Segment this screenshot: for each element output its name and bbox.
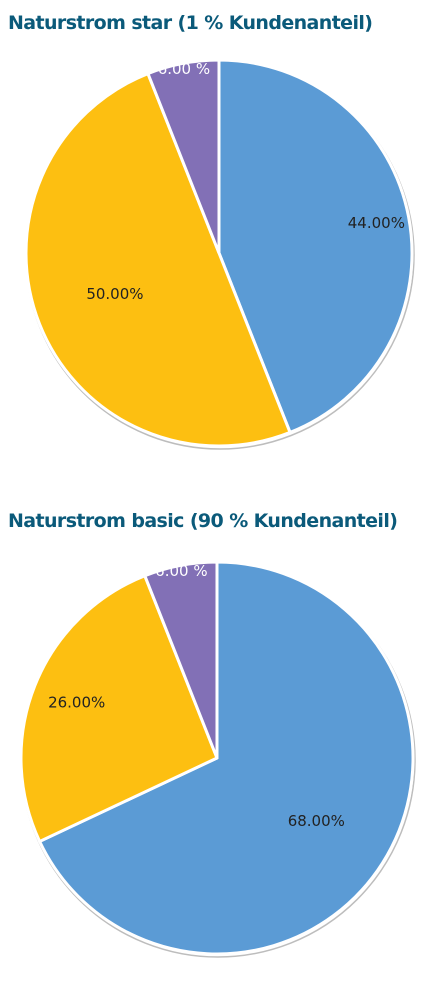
pie-slice-star-0 — [217, 58, 414, 434]
pie-slice-basic-2 — [143, 560, 219, 760]
chart-title-star: Naturstrom star (1 % Kundenanteil) — [8, 12, 373, 34]
pie-slice-star-1 — [24, 72, 292, 448]
pie-slice-star-2 — [146, 58, 221, 255]
pie-chart-star: 44.00% 50.00% 6.00 % Naturstrom star (1 % … — [0, 0, 440, 470]
pie-chart-basic-plot: 68.00% 26.00% 6.00 % — [19, 560, 416, 958]
slice-label-star-2: 6.00 % — [158, 60, 210, 78]
pie-slice-basic-1 — [19, 574, 219, 843]
pie-chart-basic: 68.00% 26.00% 6.00 % Naturstrom basic (90 … — [0, 500, 440, 994]
slice-label-star-0: 44.00% — [348, 214, 405, 232]
slice-label-basic-2: 6.00 % — [155, 562, 207, 580]
slice-label-basic-1: 26.00% — [48, 693, 105, 711]
pie-slice-basic-0 — [38, 560, 415, 956]
slice-label-basic-0: 68.00% — [288, 812, 345, 830]
chart-title-basic: Naturstrom basic (90 % Kundenanteil) — [8, 510, 398, 532]
pie-chart-star-plot: 44.00% 50.00% 6.00 % — [24, 58, 415, 450]
slice-label-star-1: 50.00% — [86, 285, 143, 303]
